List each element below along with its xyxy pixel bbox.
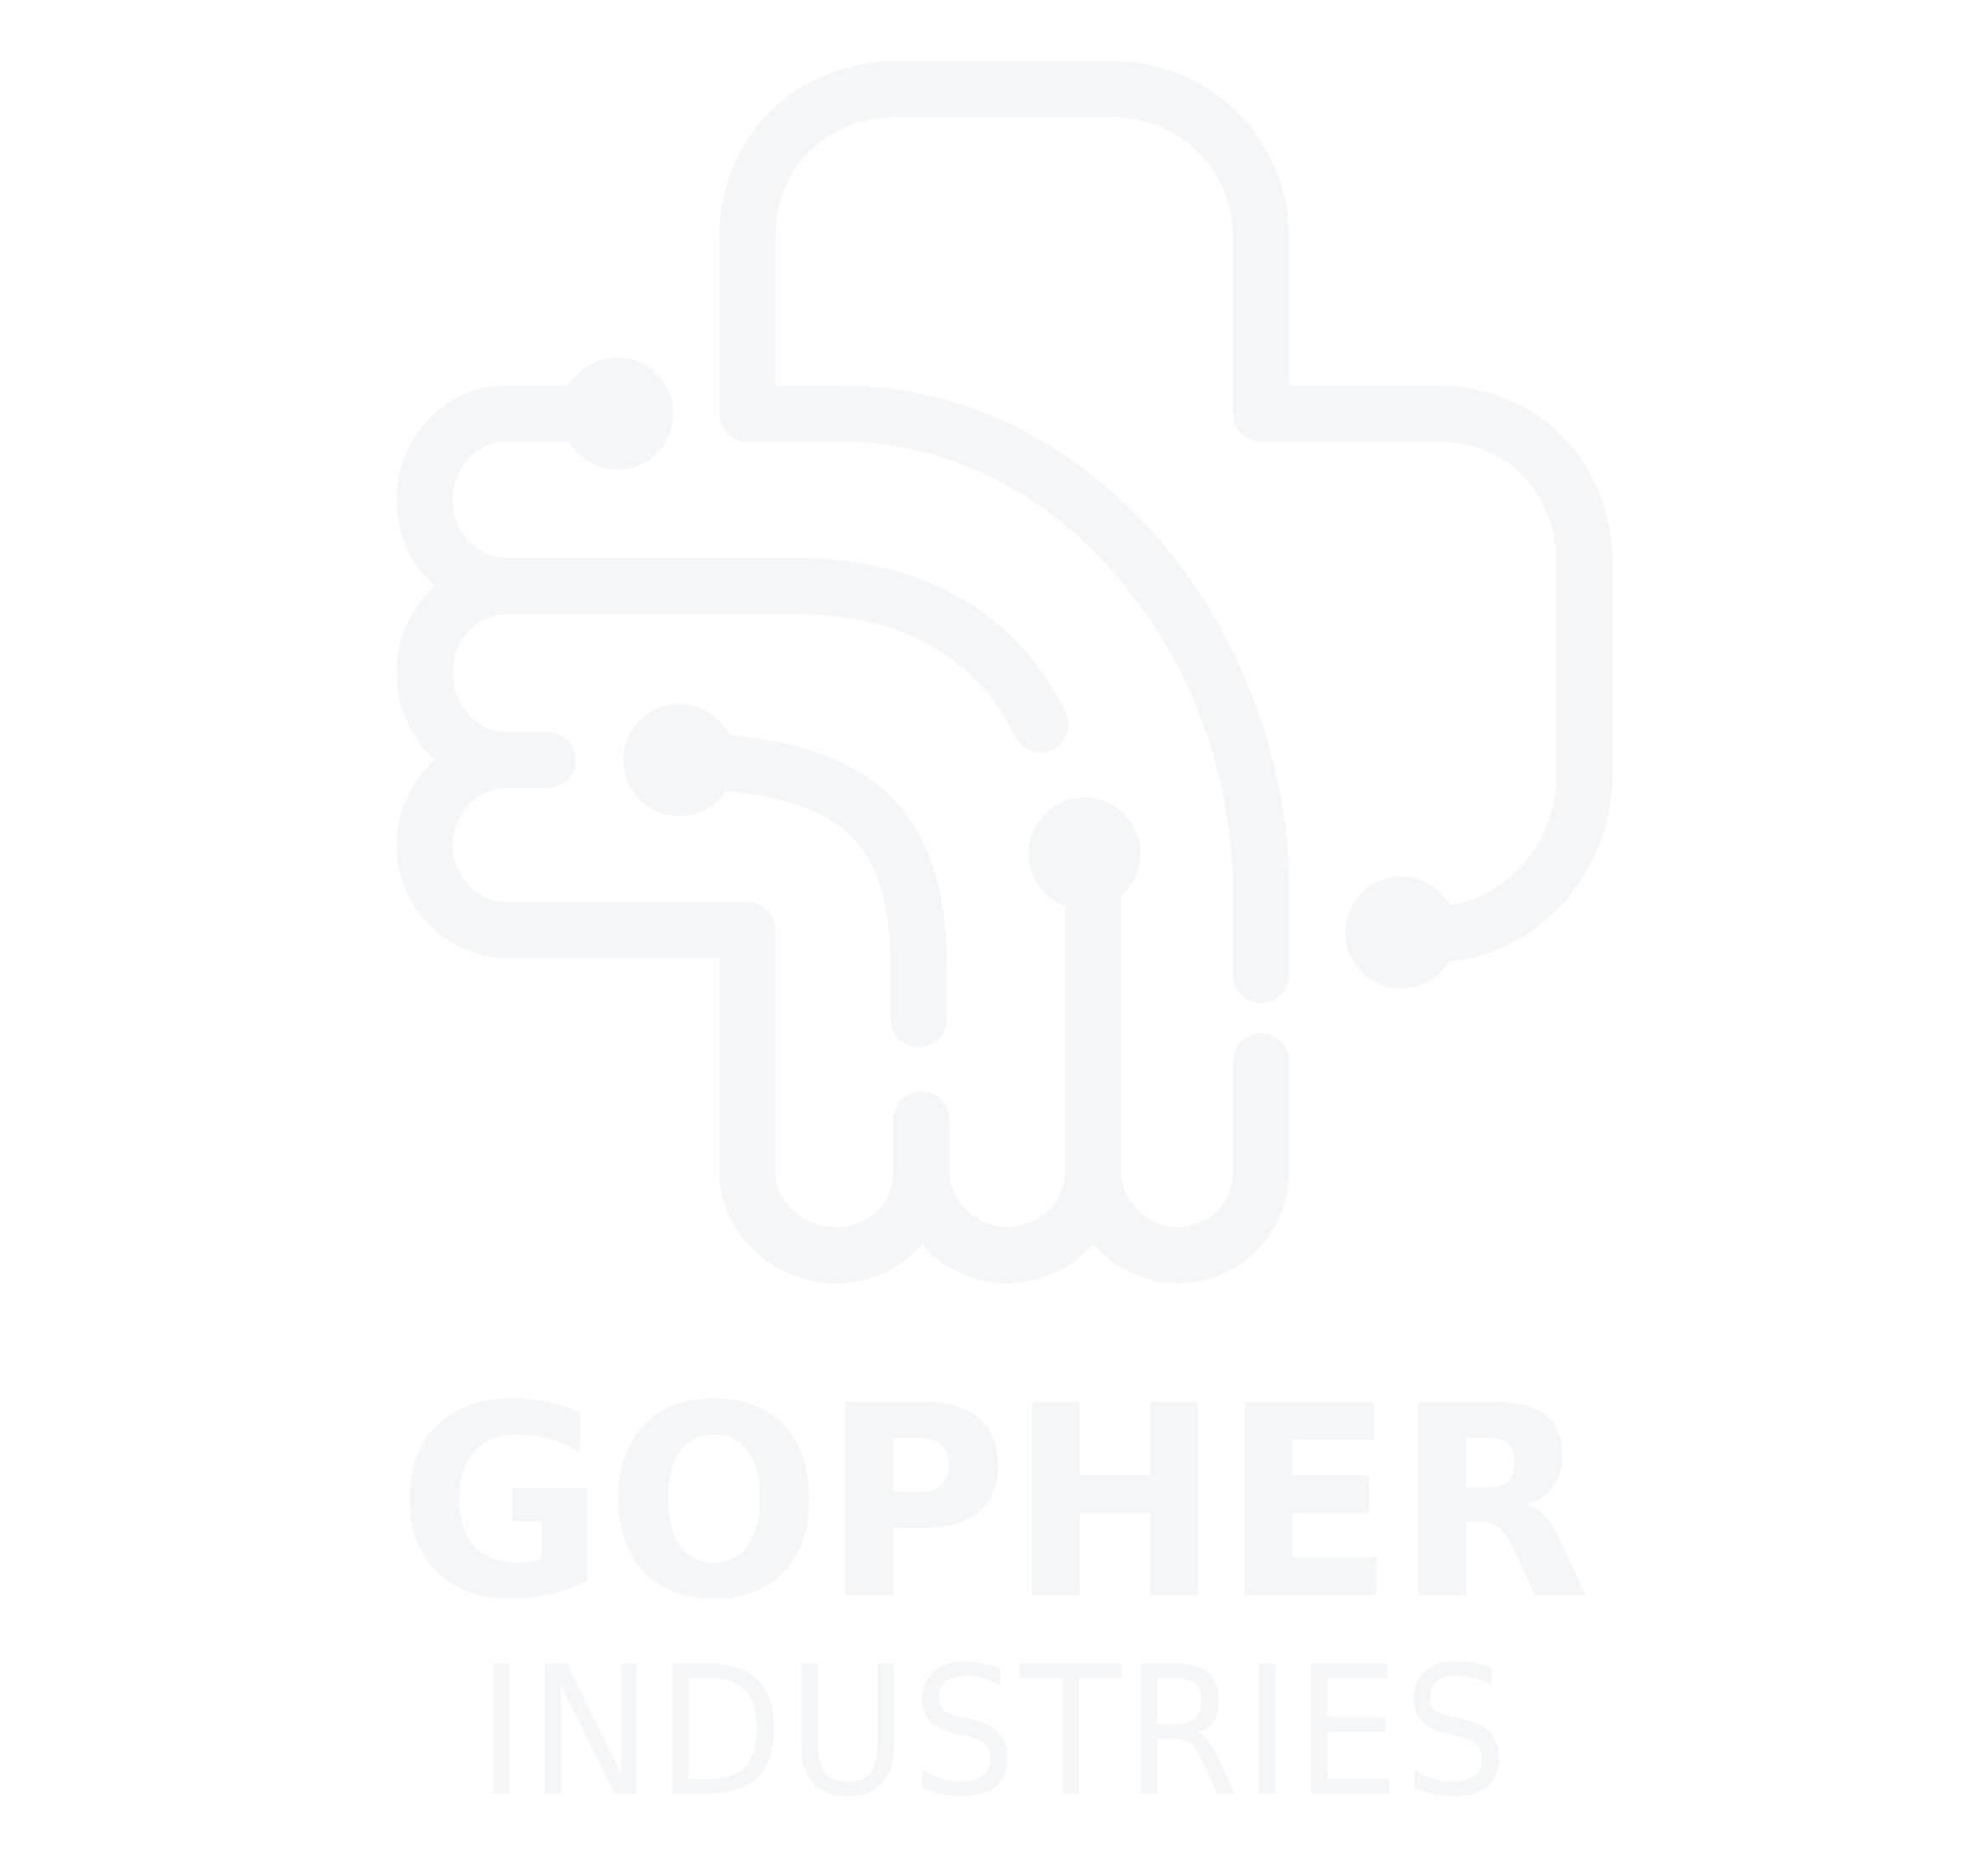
circuit-trace-middle [477,558,1068,752]
head-outline [719,61,1613,1003]
brand-name-primary: GOPHER [397,1349,1591,1658]
brand-name-secondary: INDUSTRIES [476,1628,1512,1836]
circuit-trace-right-foot [1065,1034,1289,1283]
circuit-node-top [561,358,673,470]
circuit-trace-feet [893,834,1121,1283]
circuit-node-right [1345,876,1457,989]
circuit-node-middle [623,704,735,816]
circuit-node-center [1028,797,1140,910]
circuit-trace-base [397,732,949,1283]
circuit-trace-inner [651,732,947,1047]
